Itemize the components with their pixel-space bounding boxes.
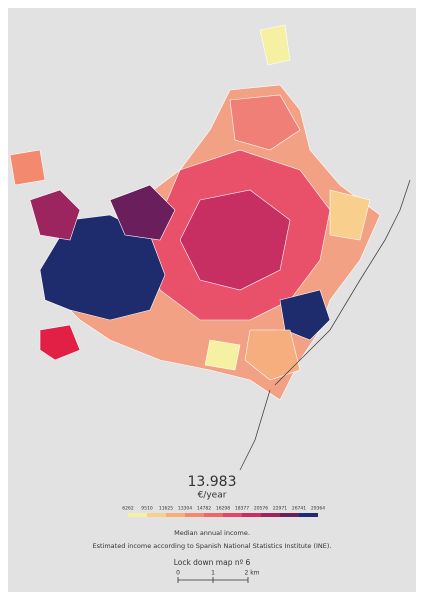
- legend-swatch: [261, 513, 280, 517]
- district: [29, 189, 81, 241]
- legend-swatch: [223, 513, 242, 517]
- district: [259, 24, 291, 66]
- legend-tick-label: 14782: [197, 506, 211, 512]
- district: [204, 339, 241, 371]
- district: [39, 214, 166, 321]
- legend-tick-label: 13304: [178, 506, 192, 512]
- map-city: [9, 24, 381, 401]
- caption-line: Estimated income according to Spanish Na…: [92, 542, 331, 550]
- legend-tick-label: 16298: [216, 506, 230, 512]
- district: [109, 184, 176, 241]
- scale-label: 2 km: [244, 570, 259, 577]
- caption-line: Median annual income.: [174, 529, 250, 537]
- legend-tick-label: 9510: [141, 506, 153, 512]
- legend-tick-label: 18377: [235, 506, 249, 512]
- scale-label: 0: [176, 570, 180, 577]
- legend-tick-label: 26741: [292, 506, 306, 512]
- district: [229, 94, 301, 151]
- legend-tick-label: 11625: [159, 506, 173, 512]
- legend-swatch: [242, 513, 261, 517]
- legend-swatch: [185, 513, 204, 517]
- legend-tick-label: 29364: [311, 506, 325, 512]
- legend-swatch: [204, 513, 223, 517]
- port: [239, 389, 271, 471]
- legend-swatch: [280, 513, 299, 517]
- scale-label: 1: [211, 570, 215, 577]
- overlay-unit: €/year: [198, 491, 227, 501]
- legend-tick-label: 22971: [273, 506, 287, 512]
- district: [9, 149, 46, 186]
- map-label: Lock down map nº 6: [174, 558, 251, 567]
- legend-swatch: [166, 513, 185, 517]
- legend-tick-label: 20576: [254, 506, 268, 512]
- legend-swatch: [128, 513, 147, 517]
- legend-tick-label: 6262: [122, 506, 134, 512]
- legend: 6262 9510 11625 13304 14782 16298 18377 20576 22…: [122, 506, 325, 517]
- district: [329, 189, 371, 241]
- legend-swatch: [299, 513, 318, 517]
- scale-bar: 0 1 2 km: [176, 570, 260, 583]
- coastline: [274, 179, 411, 386]
- district: [279, 289, 331, 341]
- overlay-value: 13.983: [188, 474, 237, 490]
- legend-swatch: [147, 513, 166, 517]
- district: [39, 324, 81, 361]
- district: [179, 189, 291, 291]
